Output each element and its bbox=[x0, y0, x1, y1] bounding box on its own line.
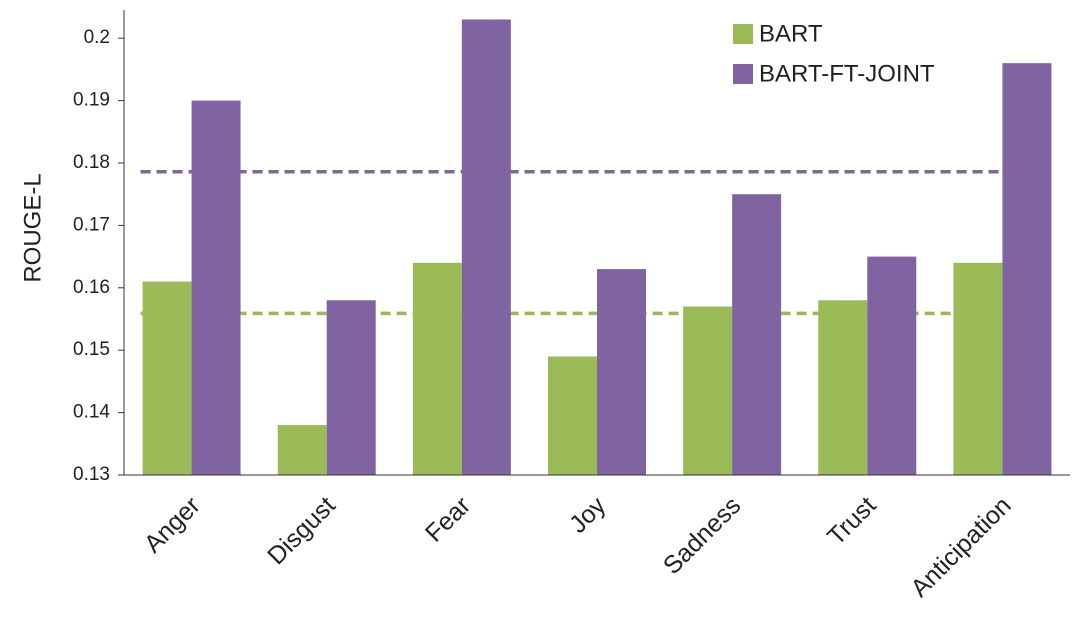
x-tick-label: Anticipation bbox=[905, 491, 1016, 602]
bar-bart-joy bbox=[548, 356, 597, 475]
bars bbox=[142, 19, 1052, 475]
y-tick-label: 0.18 bbox=[73, 152, 110, 173]
bar-bart-ft-joint-sadness bbox=[732, 194, 782, 475]
y-tick-label: 0.15 bbox=[73, 339, 110, 360]
x-tick-label: Sadness bbox=[658, 491, 747, 580]
bar-bart-fear bbox=[412, 262, 462, 475]
y-tick-label: 0.14 bbox=[73, 402, 110, 423]
x-tick-label: Anger bbox=[139, 491, 206, 558]
y-tick-label: 0.13 bbox=[73, 464, 110, 485]
y-tick-label: 0.19 bbox=[73, 90, 110, 111]
x-axis: Anger Disgust Fear Joy Sadness Trust Anticipat… bbox=[124, 474, 1070, 603]
legend: BART BART-FT-JOINT bbox=[733, 20, 935, 87]
x-tick-label: Fear bbox=[420, 491, 476, 547]
bar-bart-disgust bbox=[277, 425, 327, 475]
legend-swatch bbox=[733, 64, 753, 84]
x-tick-label: Disgust bbox=[262, 491, 341, 570]
bar-bart-ft-joint-trust bbox=[867, 256, 917, 475]
y-tick-label: 0.2 bbox=[84, 27, 110, 48]
y-tick-label: 0.17 bbox=[73, 214, 110, 235]
bar-bart-ft-joint-fear bbox=[461, 19, 511, 475]
y-axis: 0.13 0.14 0.15 0.16 0.17 0.18 0.19 0.2 bbox=[73, 10, 125, 485]
x-tick-label: Trust bbox=[822, 491, 881, 550]
bar-bart-ft-joint-disgust bbox=[326, 300, 376, 475]
bar-bart-ft-joint-anticipation bbox=[1002, 63, 1052, 475]
y-tick-label: 0.16 bbox=[73, 277, 110, 298]
bar-bart-trust bbox=[818, 300, 868, 475]
y-axis-title: ROUGE-L bbox=[19, 173, 46, 282]
bar-bart-ft-joint-joy bbox=[597, 269, 646, 475]
legend-label: BART-FT-JOINT bbox=[759, 60, 935, 87]
bar-bart-ft-joint-anger bbox=[191, 100, 241, 475]
bar-bart-anger bbox=[142, 281, 192, 475]
bar-bart-anticipation bbox=[953, 262, 1003, 475]
legend-label: BART bbox=[759, 20, 823, 47]
x-tick-label: Joy bbox=[564, 491, 612, 539]
bar-bart-sadness bbox=[683, 306, 733, 475]
legend-swatch bbox=[733, 24, 753, 44]
